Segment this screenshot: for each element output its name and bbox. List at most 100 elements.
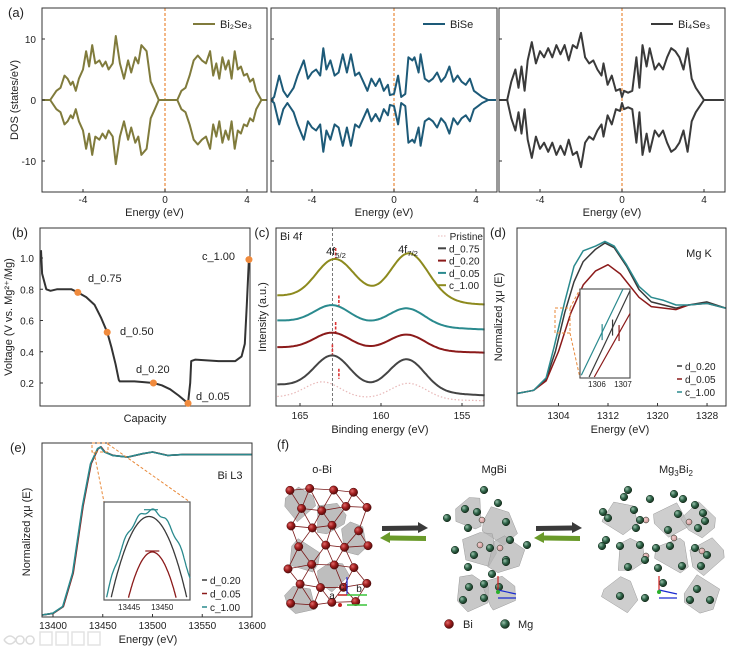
bi-atom — [317, 506, 327, 516]
y-tick-label: 0 — [30, 96, 36, 107]
xps-curve — [277, 304, 485, 331]
panel-label-e: (e) — [10, 440, 26, 455]
bi-center-atom — [476, 541, 484, 549]
y-axis-label: Normalized χμ (E) — [493, 273, 505, 362]
mg-atom — [505, 535, 515, 545]
legend-label: c_1.00 — [685, 388, 715, 399]
mg-atom — [522, 540, 532, 550]
xanes-curve — [41, 446, 252, 616]
bi-atom — [283, 564, 293, 574]
dos-curve-down — [270, 99, 496, 153]
mg-atom — [464, 582, 474, 592]
legend-label: Bi₂Se₃ — [220, 19, 252, 31]
zoom-connector — [569, 288, 581, 309]
coordination-polyhedron — [601, 501, 639, 536]
peak-label-main: 4f — [326, 246, 336, 258]
mg-atom — [690, 500, 700, 510]
mg-atom — [623, 485, 633, 495]
mg-atom — [601, 535, 611, 545]
bi-atom — [349, 563, 359, 573]
mg-atom — [463, 523, 473, 533]
panel-e-bi-l3-xanes: (e) Bi L3 13400 13450 13500 13550 13600 Energy … — [3, 440, 266, 646]
legend-label: Bi₄Se₃ — [678, 19, 710, 31]
x-axis-label: Energy (eV) — [591, 424, 650, 436]
bi-atom — [286, 598, 296, 608]
mg-atom — [629, 505, 639, 515]
peak-label-sub: 5/2 — [335, 251, 346, 260]
mg-atom — [631, 523, 641, 533]
plot-frame — [41, 442, 253, 618]
legend-label: d_0.05 — [449, 269, 480, 280]
a-axis-dot — [657, 590, 661, 594]
zoom-region-box — [91, 442, 109, 453]
phase-title-main: MgBi — [481, 464, 506, 476]
mg-atom — [487, 569, 497, 579]
y-axis-label: Normalized χμ (E) — [21, 488, 33, 577]
peak-label-sub: 7/2 — [407, 249, 418, 258]
y-tick-label: 0.4 — [20, 348, 34, 359]
state-label: d_0.20 — [136, 364, 170, 376]
mg-atom — [705, 595, 715, 605]
y-tick-label: 0.6 — [20, 317, 34, 328]
bi-atom — [362, 502, 372, 512]
mg-atom — [623, 562, 633, 572]
phase-title: MgBi — [481, 464, 506, 476]
inset-curve — [127, 551, 177, 598]
peak-label-main: 4f — [398, 244, 408, 256]
forward-arrow — [382, 522, 428, 533]
panel-d-mg-k-xanes: (d) Mg K 1304 1312 1320 1328 Energy (eV) Normal… — [490, 225, 727, 436]
panel-title: Bi 4f — [280, 231, 303, 243]
legend-label: c_1.00 — [449, 281, 479, 292]
a-axis-dot — [496, 590, 500, 594]
inset-curve — [105, 508, 191, 598]
x-axis-label: Energy (eV) — [583, 207, 642, 219]
state-label: c_1.00 — [202, 251, 235, 263]
forward-arrow — [536, 522, 582, 533]
mg-atom — [500, 619, 510, 629]
legend-label: d_0.75 — [449, 244, 480, 255]
mg-atom — [493, 498, 503, 508]
y-tick-label: 1.0 — [20, 254, 34, 265]
y-axis-label: DOS (states/eV) — [9, 60, 21, 140]
mg-atom — [640, 593, 650, 603]
panel-title: Mg K — [686, 248, 712, 260]
dos-subplot: -4 0 4 10 0 -10 Energy (eV) Bi₂Se₃ — [22, 7, 268, 219]
mg-atom — [479, 593, 489, 603]
bi-center-atom — [496, 544, 504, 552]
structure-mg3bi2 — [597, 485, 725, 614]
mg-atom — [635, 515, 645, 525]
state-label: d_0.75 — [88, 273, 122, 285]
x-axis-label: Energy (eV) — [355, 207, 414, 219]
x-tick-label: 4 — [701, 195, 707, 206]
bi-atom — [297, 504, 306, 513]
bi-atom — [321, 540, 331, 550]
mg-atom — [698, 508, 708, 518]
state-label: d_0.50 — [120, 326, 154, 338]
inset-curve — [588, 290, 631, 378]
mg-atom — [469, 550, 479, 560]
bi-atom — [285, 485, 295, 495]
mg-atom — [663, 525, 673, 535]
dos-curve-up — [270, 47, 496, 101]
dos-curve-down — [42, 99, 267, 166]
inset-tick-label: 13450 — [151, 603, 174, 612]
mg-atom — [635, 540, 645, 550]
structure-o-bi — [283, 484, 373, 614]
axis-label-b: b — [356, 584, 362, 595]
bi-atom — [341, 502, 351, 511]
x-axis-label: Energy (eV) — [125, 207, 184, 219]
xps-curve — [277, 381, 485, 402]
bi-atom — [307, 559, 317, 569]
x-tick-label: 13450 — [89, 621, 117, 632]
legend-label: Pristine — [450, 232, 484, 243]
mg-atom — [485, 543, 495, 553]
x-tick-label: 13550 — [188, 621, 216, 632]
state-point — [245, 256, 253, 264]
peak-label: 4f5/2 — [326, 246, 346, 260]
phase-title-main: Bi — [679, 464, 689, 476]
watermark-logo — [3, 631, 101, 646]
mg-atom — [479, 579, 489, 589]
watermark-glyph — [55, 631, 69, 646]
figure-root: (a) DOS (states/eV) -4 0 4 10 0 -10 Energy (eV) B… — [3, 5, 727, 646]
mg-atom — [693, 523, 703, 533]
